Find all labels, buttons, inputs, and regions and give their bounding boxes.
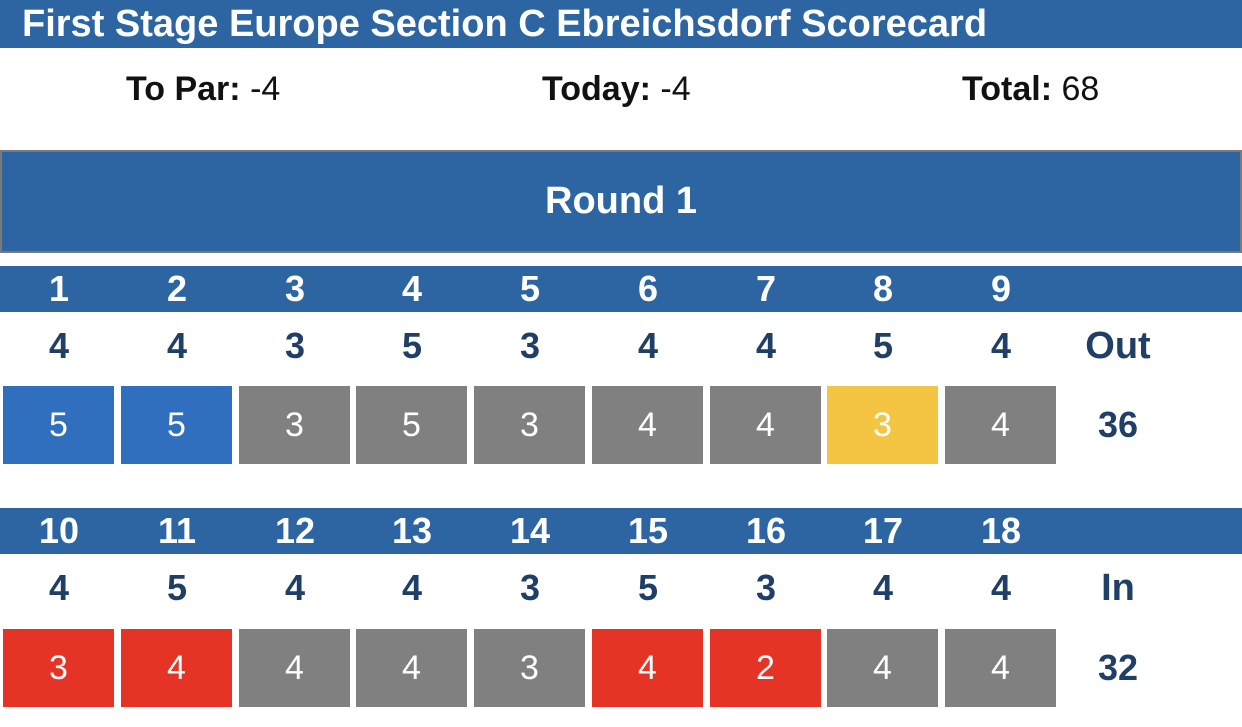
hole-score-par[interactable]: 4 bbox=[239, 629, 350, 707]
hole-score-eagle[interactable]: 3 bbox=[827, 386, 938, 464]
hole-score-bogey[interactable]: 5 bbox=[3, 386, 114, 464]
hole-par: 5 bbox=[872, 325, 894, 366]
hole-par: 5 bbox=[166, 567, 188, 608]
hole-score-birdie[interactable]: 4 bbox=[121, 629, 232, 707]
hole-number: 9 bbox=[990, 268, 1012, 309]
scorecard-title: First Stage Europe Section C Ebreichsdor… bbox=[0, 0, 1242, 48]
hole-score-birdie[interactable]: 3 bbox=[3, 629, 114, 707]
out-total: 36 bbox=[1097, 404, 1139, 445]
hole-number: 12 bbox=[274, 510, 316, 551]
hole-par: 3 bbox=[519, 325, 541, 366]
out-label: Out bbox=[1085, 325, 1151, 367]
hole-par: 4 bbox=[48, 567, 70, 608]
hole-number: 11 bbox=[157, 510, 197, 551]
to-par-label: To Par: bbox=[126, 70, 241, 108]
hole-par: 4 bbox=[990, 567, 1012, 608]
in-total: 32 bbox=[1097, 647, 1139, 688]
hole-number: 13 bbox=[391, 510, 433, 551]
hole-score-par[interactable]: 4 bbox=[356, 629, 467, 707]
hole-par: 4 bbox=[284, 567, 306, 608]
hole-score-birdie[interactable]: 2 bbox=[710, 629, 821, 707]
hole-number: 7 bbox=[755, 268, 777, 309]
total-label: Total: bbox=[962, 70, 1053, 108]
back-nine-par-row: In 4 5 4 4 3 5 3 4 4 bbox=[0, 560, 1242, 616]
today-summary: Today: -4 bbox=[542, 70, 691, 109]
hole-number: 6 bbox=[637, 268, 659, 309]
to-par-value: -4 bbox=[250, 70, 281, 108]
hole-par: 3 bbox=[284, 325, 306, 366]
hole-number: 4 bbox=[401, 268, 423, 309]
hole-number: 16 bbox=[745, 510, 787, 551]
hole-number: 14 bbox=[509, 510, 551, 551]
hole-number: 1 bbox=[48, 268, 70, 309]
hole-number: 3 bbox=[284, 268, 306, 309]
hole-par: 4 bbox=[401, 567, 423, 608]
hole-par: 5 bbox=[401, 325, 423, 366]
back-nine-hole-band: 10 11 12 13 14 15 16 17 18 bbox=[0, 508, 1242, 554]
hole-par: 5 bbox=[637, 567, 659, 608]
to-par-summary: To Par: -4 bbox=[126, 70, 280, 109]
hole-number: 18 bbox=[980, 510, 1022, 551]
total-value: 68 bbox=[1061, 70, 1100, 108]
hole-par: 4 bbox=[48, 325, 70, 366]
front-nine-hole-band: 1 2 3 4 5 6 7 8 9 bbox=[0, 266, 1242, 312]
hole-par: 3 bbox=[755, 567, 777, 608]
hole-number: 8 bbox=[872, 268, 894, 309]
hole-score-par[interactable]: 3 bbox=[474, 386, 585, 464]
today-label: Today: bbox=[542, 70, 651, 108]
hole-par: 4 bbox=[637, 325, 659, 366]
hole-score-par[interactable]: 3 bbox=[474, 629, 585, 707]
hole-par: 3 bbox=[519, 567, 541, 608]
today-value: -4 bbox=[660, 70, 691, 108]
total-summary: Total: 68 bbox=[962, 70, 1099, 109]
hole-score-par[interactable]: 4 bbox=[827, 629, 938, 707]
hole-par: 4 bbox=[990, 325, 1012, 366]
hole-score-par[interactable]: 4 bbox=[710, 386, 821, 464]
hole-par: 4 bbox=[166, 325, 188, 366]
hole-number: 17 bbox=[862, 510, 904, 551]
hole-score-par[interactable]: 4 bbox=[945, 629, 1056, 707]
hole-number: 10 bbox=[38, 510, 80, 551]
hole-score-par[interactable]: 4 bbox=[945, 386, 1056, 464]
hole-score-par[interactable]: 5 bbox=[356, 386, 467, 464]
hole-number: 5 bbox=[519, 268, 541, 309]
hole-par: 4 bbox=[755, 325, 777, 366]
hole-score-par[interactable]: 3 bbox=[239, 386, 350, 464]
hole-score-bogey[interactable]: 5 bbox=[121, 386, 232, 464]
in-label: In bbox=[1101, 567, 1135, 609]
hole-score-par[interactable]: 4 bbox=[592, 386, 703, 464]
hole-score-birdie[interactable]: 4 bbox=[592, 629, 703, 707]
hole-par: 4 bbox=[872, 567, 894, 608]
front-nine-par-row: Out 4 4 3 5 3 4 4 5 4 bbox=[0, 318, 1242, 374]
hole-number: 15 bbox=[627, 510, 669, 551]
hole-number: 2 bbox=[166, 268, 188, 309]
round-header[interactable]: Round 1 bbox=[0, 150, 1242, 253]
